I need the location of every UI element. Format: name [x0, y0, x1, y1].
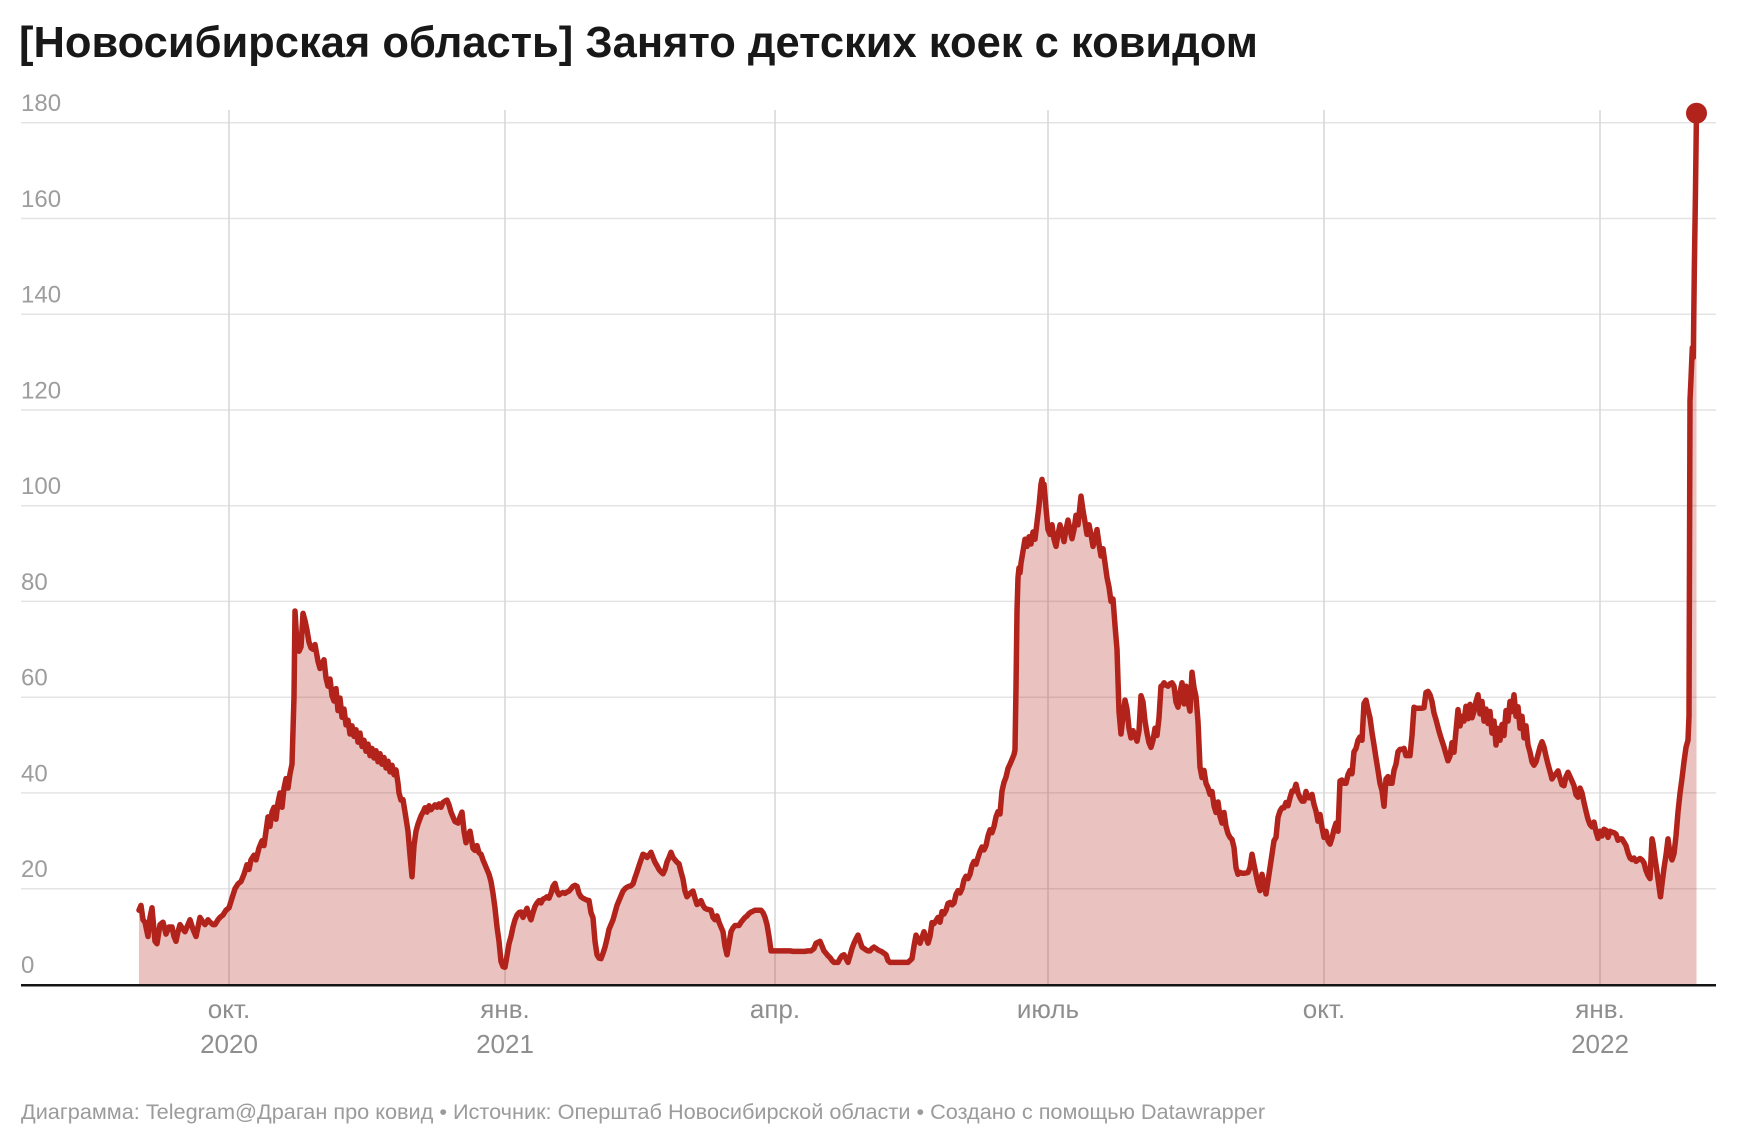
svg-text:60: 60 [21, 665, 48, 692]
svg-text:2021: 2021 [476, 1029, 534, 1059]
svg-text:80: 80 [21, 569, 48, 596]
svg-text:2020: 2020 [200, 1029, 258, 1059]
svg-text:янв.: янв. [1575, 994, 1624, 1024]
svg-text:160: 160 [21, 186, 61, 213]
svg-text:окт.: окт. [208, 994, 250, 1024]
svg-text:120: 120 [21, 378, 61, 405]
svg-text:100: 100 [21, 473, 61, 500]
svg-text:180: 180 [21, 90, 61, 117]
svg-text:40: 40 [21, 760, 48, 787]
svg-text:0: 0 [21, 952, 34, 979]
svg-text:Диаграмма: Telegram@Драган про: Диаграмма: Telegram@Драган про ковид • И… [21, 1099, 1265, 1124]
svg-text:20: 20 [21, 856, 48, 883]
svg-text:140: 140 [21, 282, 61, 309]
svg-text:июль: июль [1017, 994, 1079, 1024]
svg-text:[Новосибирская область] Занято: [Новосибирская область] Занято детских к… [19, 19, 1258, 67]
svg-text:2022: 2022 [1571, 1029, 1629, 1059]
svg-text:янв.: янв. [480, 994, 529, 1024]
svg-text:апр.: апр. [750, 994, 800, 1024]
svg-text:окт.: окт. [1303, 994, 1345, 1024]
